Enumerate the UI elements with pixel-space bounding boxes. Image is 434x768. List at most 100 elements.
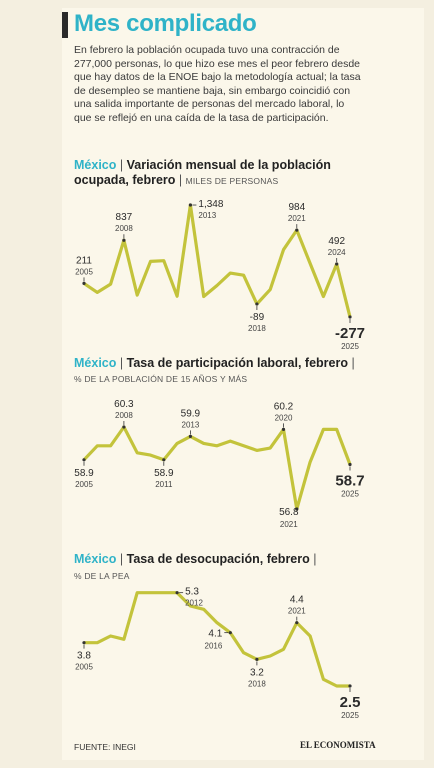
chart3-country: México — [74, 552, 117, 566]
chart3-unit-line: % DE LA PEA — [74, 568, 364, 584]
data-point — [255, 302, 259, 306]
series-line — [82, 425, 352, 511]
data-label-year: 2013 — [198, 211, 216, 220]
data-label-value: 837 — [116, 212, 133, 223]
data-label-value: -89 — [250, 312, 265, 323]
data-label-year: 2005 — [75, 663, 93, 672]
data-point — [295, 621, 299, 625]
intro-text: En febrero la población ocupada tuvo una… — [74, 44, 361, 124]
data-label-year: 2025 — [341, 711, 359, 720]
chart3-title: Tasa de desocupación, febrero — [126, 552, 310, 566]
data-point — [228, 631, 232, 635]
data-point — [82, 281, 86, 285]
data-label-value: 2.5 — [340, 694, 361, 711]
data-point — [335, 262, 339, 266]
chart2-separator: | — [119, 356, 124, 370]
chart1-title: Variación mensual de la población ocupad… — [74, 158, 331, 187]
chart2-separator-2: | — [351, 356, 355, 370]
page-title: Mes complicado — [74, 10, 257, 37]
data-point — [175, 591, 179, 595]
data-label-value: 56.8 — [279, 507, 299, 518]
data-label-value: 60.2 — [274, 401, 294, 412]
data-label-year: 2020 — [275, 413, 293, 422]
data-label-year: 2008 — [115, 224, 133, 233]
chart1-separator: | — [119, 158, 124, 172]
data-point — [122, 425, 126, 429]
data-label-value: -277 — [335, 325, 365, 342]
data-label-year: 2005 — [75, 480, 93, 489]
data-label-year: 2025 — [341, 489, 359, 498]
chart3-svg: 3.820055.320124.120163.220184.420212.520… — [75, 587, 361, 720]
series-line — [83, 203, 352, 318]
series-line — [84, 591, 350, 688]
data-label-value: 984 — [288, 202, 305, 213]
data-label-year: 2008 — [115, 411, 133, 420]
data-label-value: 5.3 — [185, 587, 199, 598]
data-label-year: 2011 — [155, 480, 173, 489]
data-label-value: 3.2 — [250, 667, 264, 678]
data-point — [162, 458, 166, 462]
data-point — [82, 458, 86, 462]
data-label: 56.8 2021 — [279, 507, 299, 529]
data-label-value: 492 — [328, 236, 345, 247]
data-point — [188, 434, 192, 438]
data-point — [281, 427, 286, 431]
data-label-year: 2013 — [182, 420, 200, 429]
data-point — [348, 684, 352, 688]
chart1-separator-2: | — [178, 173, 183, 187]
chart1-unit: MILES DE PERSONAS — [185, 176, 279, 186]
infographic-panel — [62, 8, 424, 760]
brand-logo: EL ECONOMISTA — [300, 740, 376, 750]
data-label-year: 2016 — [205, 642, 223, 651]
data-label-year: 2012 — [185, 599, 203, 608]
chart3-unit: % DE LA PEA — [74, 571, 130, 581]
chart2-unit: % DE LA POBLACIÓN DE 15 AÑOS Y MÁS — [74, 374, 248, 384]
data-point — [122, 238, 126, 242]
data-point — [295, 228, 299, 232]
data-point — [82, 641, 86, 645]
data-label-value: 58.9 — [74, 468, 94, 479]
data-point — [348, 315, 352, 319]
data-label-year: 2021 — [288, 607, 306, 616]
data-label-year: 2021 — [288, 214, 306, 223]
chart1-country: México — [74, 158, 117, 172]
data-label-value: 211 — [76, 255, 92, 266]
chart3-separator-2: | — [313, 552, 317, 566]
data-label-year: 2025 — [341, 342, 359, 351]
data-point — [188, 203, 192, 207]
data-label-year: 2021 — [280, 520, 298, 529]
data-label-value: 4.4 — [290, 595, 304, 606]
source-note: FUENTE: INEGI — [74, 742, 136, 752]
data-label-year: 2024 — [328, 248, 346, 257]
data-label-value: 59.9 — [181, 408, 201, 419]
chart3-heading: México | Tasa de desocupación, febrero | — [74, 552, 364, 567]
data-label-year: 2018 — [248, 679, 266, 688]
data-label-value: 1,348 — [198, 199, 223, 210]
title-accent-bar — [62, 12, 68, 38]
chart2-title: Tasa de participación laboral, febrero — [126, 356, 348, 370]
chart2-country: México — [74, 356, 117, 370]
data-point — [255, 657, 259, 661]
data-label-year: 2018 — [248, 324, 266, 333]
data-label: 4.1 2016 — [205, 629, 232, 651]
chart3-separator: | — [119, 552, 124, 566]
chart2-heading: México | Tasa de participación laboral, … — [74, 356, 364, 387]
data-label-year: 2005 — [75, 267, 93, 276]
data-label-value: 3.8 — [77, 651, 91, 662]
